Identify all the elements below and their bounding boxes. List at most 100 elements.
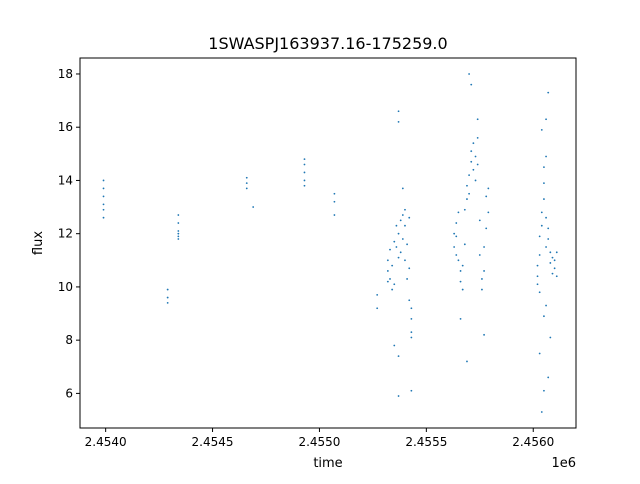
y-tick-label: 14 [58, 173, 73, 187]
data-point [245, 187, 248, 190]
data-point [102, 203, 105, 206]
scatter-points [102, 73, 558, 413]
data-point [470, 83, 473, 86]
data-point [455, 222, 458, 224]
data-point [461, 288, 464, 291]
data-point [483, 246, 485, 248]
data-point [303, 171, 306, 174]
data-point [457, 259, 460, 262]
data-point [408, 267, 411, 270]
data-point [461, 264, 464, 267]
data-point [538, 352, 541, 355]
data-point [540, 224, 543, 227]
data-point [481, 288, 483, 291]
data-point [333, 192, 336, 195]
data-point [483, 270, 485, 272]
data-point [399, 251, 402, 254]
data-point [474, 179, 477, 182]
data-point [410, 307, 413, 310]
data-point [457, 211, 460, 214]
data-point [389, 278, 391, 280]
x-tick-label: 2.4550 [298, 435, 340, 449]
data-point [399, 219, 402, 222]
data-point [485, 195, 488, 198]
data-point [177, 214, 180, 216]
y-tick-label: 18 [58, 67, 73, 81]
data-point [177, 238, 180, 240]
data-point [397, 256, 400, 259]
data-point [466, 198, 468, 200]
data-point [536, 283, 539, 286]
data-point [386, 280, 389, 283]
data-point [395, 224, 398, 227]
data-point [397, 110, 400, 113]
data-point [543, 389, 545, 392]
data-point [401, 238, 404, 240]
x-tick-label: 2.4555 [405, 435, 447, 449]
data-point [408, 216, 411, 219]
data-point [463, 208, 466, 211]
data-point [401, 187, 404, 190]
data-point [483, 333, 485, 336]
y-tick-label: 8 [65, 333, 73, 347]
x-axis-offset-label: 1e6 [551, 456, 576, 471]
data-point [252, 206, 255, 208]
data-point [476, 118, 479, 121]
data-point [547, 91, 550, 94]
data-point [102, 216, 105, 219]
data-point [543, 166, 545, 169]
data-point [397, 355, 400, 358]
data-point [476, 136, 479, 139]
data-point [410, 331, 413, 334]
data-point [177, 230, 180, 232]
data-point [549, 251, 552, 254]
data-point [545, 304, 547, 307]
data-point [386, 270, 389, 272]
data-point [401, 214, 404, 216]
data-point [466, 360, 468, 363]
data-point [476, 163, 479, 166]
data-point [410, 389, 413, 392]
data-point [538, 254, 541, 256]
data-point [553, 267, 556, 270]
data-point [551, 272, 554, 275]
data-point [303, 163, 306, 166]
data-point [481, 278, 483, 280]
data-point [545, 246, 547, 248]
data-point [393, 240, 396, 243]
data-point [404, 224, 406, 227]
data-point [543, 198, 545, 200]
data-point [393, 283, 396, 286]
data-point [102, 195, 105, 198]
data-point [455, 254, 458, 256]
data-point [410, 317, 413, 320]
y-axis-label: flux [31, 231, 46, 255]
data-point [474, 155, 477, 158]
data-point [459, 280, 462, 283]
data-point [102, 179, 105, 182]
data-point [555, 251, 558, 254]
data-point [102, 208, 105, 211]
data-point [538, 235, 541, 238]
data-point [553, 259, 556, 262]
data-point [455, 235, 458, 238]
data-point [406, 243, 408, 246]
data-point [177, 235, 180, 238]
data-point [410, 336, 413, 339]
x-tick-label: 2.4545 [192, 435, 234, 449]
data-point [102, 187, 105, 190]
data-point [472, 168, 475, 171]
data-point [536, 275, 539, 278]
data-point [487, 187, 490, 190]
data-point [468, 73, 470, 75]
data-point [545, 118, 547, 121]
data-point [540, 128, 543, 131]
data-point [547, 376, 550, 379]
plot-frame [79, 57, 577, 429]
x-tick-label: 2.4560 [512, 435, 554, 449]
data-point [478, 219, 481, 222]
data-point [303, 184, 306, 187]
data-point [386, 259, 389, 262]
